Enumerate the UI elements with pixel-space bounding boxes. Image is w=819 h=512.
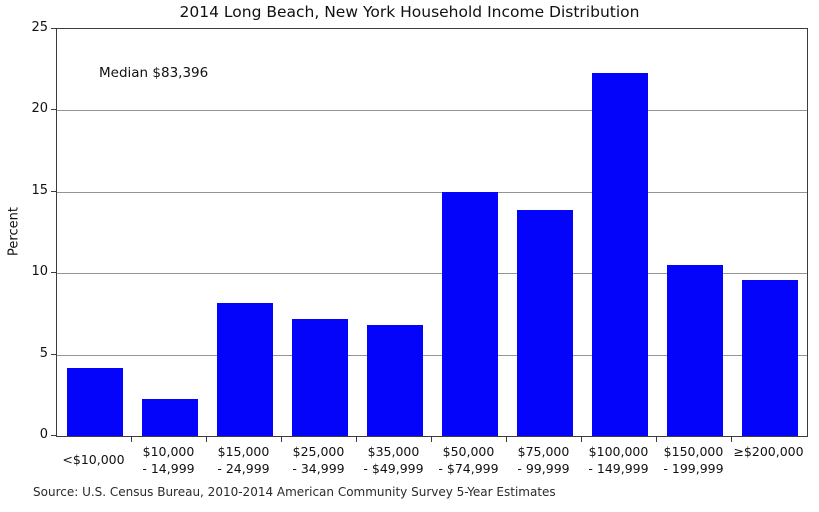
x-tick-mark bbox=[206, 437, 207, 442]
bar-$150,000 - 199,999 bbox=[666, 265, 723, 436]
y-tick-mark bbox=[51, 28, 56, 29]
x-tick-mark bbox=[656, 437, 657, 442]
chart-title: 2014 Long Beach, New York Household Inco… bbox=[179, 3, 640, 21]
bar-slot bbox=[357, 29, 432, 436]
gridline-15 bbox=[57, 191, 807, 193]
y-tick-mark bbox=[51, 435, 56, 436]
bar-$50,000 - $74,999 bbox=[441, 191, 498, 436]
x-tick-label-line: ≥$200,000 bbox=[733, 444, 804, 459]
x-tick-label-line: - 34,999 bbox=[292, 461, 345, 476]
x-tick-label-$10,000 - 14,999: $10,000 - 14,999 bbox=[123, 443, 214, 477]
bar-slot bbox=[507, 29, 582, 436]
x-tick-label-line: $75,000 bbox=[517, 444, 570, 459]
x-tick-label-$15,000 - 24,999: $15,000 - 24,999 bbox=[198, 443, 289, 477]
x-tick-mark bbox=[281, 437, 282, 442]
plot-area: Median $83,396 bbox=[56, 28, 808, 437]
x-tick-label-line: $35,000 bbox=[367, 444, 420, 459]
gridline-5 bbox=[57, 354, 807, 356]
bar-$100,000 - 149,999 bbox=[591, 72, 648, 436]
x-tick-mark bbox=[731, 437, 732, 442]
bar-$75,000 - 99,999 bbox=[516, 209, 573, 436]
bar-slot bbox=[207, 29, 282, 436]
x-tick-label-line: - 99,999 bbox=[517, 461, 570, 476]
x-tick-label-line: $25,000 bbox=[292, 444, 345, 459]
bar-slot bbox=[657, 29, 732, 436]
x-tick-label-$150,000 - 199,999: $150,000 - 199,999 bbox=[648, 443, 739, 477]
bar-$25,000 - 34,999 bbox=[291, 318, 348, 436]
x-tick-label-<$10,000: <$10,000 bbox=[48, 443, 139, 468]
median-annotation: Median $83,396 bbox=[99, 65, 209, 81]
source-note: Source: U.S. Census Bureau, 2010-2014 Am… bbox=[33, 485, 556, 499]
bar-slot bbox=[582, 29, 657, 436]
bar-slot bbox=[132, 29, 207, 436]
gridline-20 bbox=[57, 110, 807, 112]
x-tick-label-line: $100,000 bbox=[588, 444, 649, 459]
bar-slot bbox=[432, 29, 507, 436]
x-tick-label-$75,000 - 99,999: $75,000 - 99,999 bbox=[498, 443, 589, 477]
bar-$10,000 - 14,999 bbox=[141, 398, 198, 436]
x-tick-label-line: $50,000 bbox=[442, 444, 495, 459]
x-tick-label-line: - 14,999 bbox=[142, 461, 195, 476]
y-tick-mark bbox=[51, 109, 56, 111]
x-tick-label-$100,000 - 149,999: $100,000 - 149,999 bbox=[573, 443, 664, 477]
x-tick-label-line: - $49,999 bbox=[363, 461, 424, 476]
x-tick-label-≥$200,000: ≥$200,000 bbox=[723, 443, 814, 460]
bar-slot bbox=[732, 29, 807, 436]
x-tick-mark bbox=[356, 437, 357, 442]
bar-<$10,000 bbox=[66, 367, 123, 436]
x-tick-label-line: $15,000 bbox=[217, 444, 270, 459]
x-tick-label-line: - $74,999 bbox=[438, 461, 499, 476]
y-tick-label-5: 5 bbox=[39, 345, 48, 361]
gridline-10 bbox=[57, 273, 807, 275]
x-tick-label-line: - 24,999 bbox=[217, 461, 270, 476]
x-tick-label-line: <$10,000 bbox=[62, 452, 125, 467]
y-tick-label-20: 20 bbox=[31, 101, 48, 117]
x-tick-label-$25,000 - 34,999: $25,000 - 34,999 bbox=[273, 443, 364, 477]
x-tick-label-line: - 199,999 bbox=[663, 461, 724, 476]
bar-slot bbox=[282, 29, 357, 436]
y-tick-mark bbox=[51, 272, 56, 274]
bar-≥$200,000 bbox=[741, 279, 798, 436]
bar-$35,000 - $49,999 bbox=[366, 325, 423, 436]
x-tick-label-$35,000 - $49,999: $35,000 - $49,999 bbox=[348, 443, 439, 477]
x-tick-label-line: $10,000 bbox=[142, 444, 195, 459]
x-tick-mark bbox=[581, 437, 582, 442]
bar-slot bbox=[57, 29, 132, 436]
y-axis-label: Percent bbox=[6, 207, 22, 256]
y-tick-label-15: 15 bbox=[31, 182, 48, 198]
x-tick-mark bbox=[131, 437, 132, 442]
x-tick-label-$50,000 - $74,999: $50,000 - $74,999 bbox=[423, 443, 514, 477]
y-tick-label-25: 25 bbox=[31, 20, 48, 35]
y-tick-label-0: 0 bbox=[39, 427, 48, 442]
x-tick-mark bbox=[506, 437, 507, 442]
x-tick-mark bbox=[431, 437, 432, 442]
y-tick-label-10: 10 bbox=[31, 264, 48, 280]
x-tick-label-line: $150,000 bbox=[663, 444, 724, 459]
bar-$15,000 - 24,999 bbox=[216, 302, 273, 436]
x-tick-label-line: - 149,999 bbox=[588, 461, 649, 476]
y-tick-mark bbox=[51, 353, 56, 355]
y-tick-mark bbox=[51, 190, 56, 192]
